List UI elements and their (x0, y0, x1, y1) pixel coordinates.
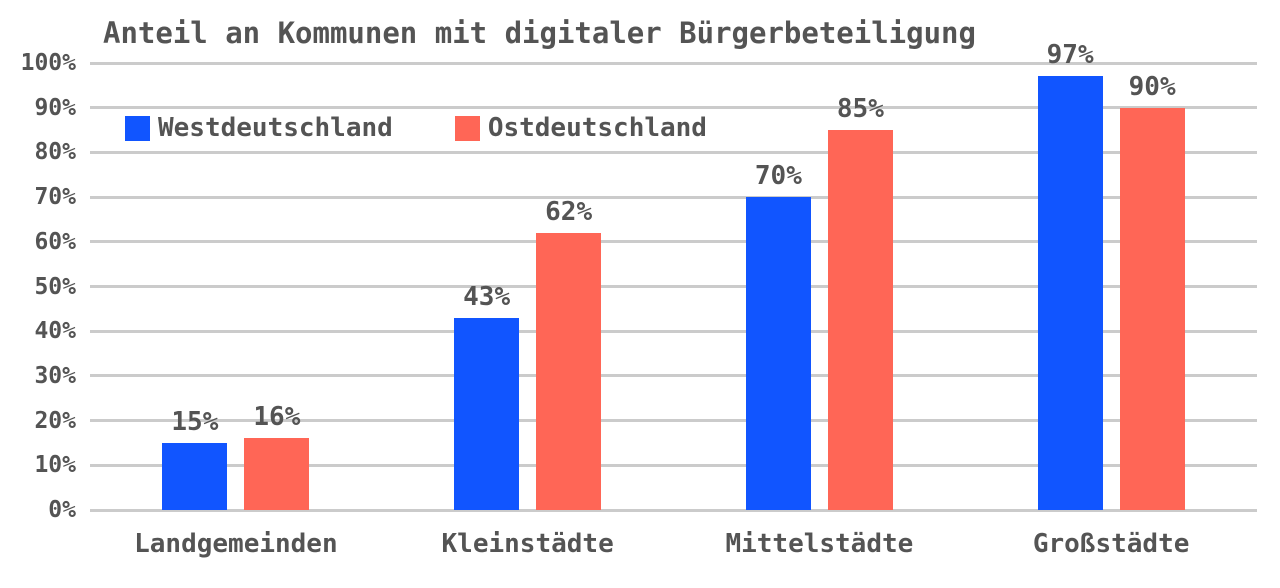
legend: Westdeutschland Ostdeutschland (125, 113, 707, 143)
value-label: 15% (171, 406, 219, 437)
y-tick-label-90: 90% (34, 94, 76, 121)
x-tick-label-kleinstädte: Kleinstädte (441, 529, 614, 559)
x-axis: Landgemeinden Kleinstädte Mittelstädte Groß… (90, 524, 1257, 568)
x-tick-label-großstädte: Großstädte (1032, 529, 1190, 559)
bar-ostdeutschland-mittelstädte: 85% (827, 94, 893, 510)
gridline-10 (90, 463, 1257, 467)
legend-swatch-ostdeutschland (454, 115, 480, 141)
gridline-60 (90, 240, 1257, 244)
bar-westdeutschland-kleinstädte: 43% (454, 282, 520, 510)
y-tick-label-30: 30% (34, 362, 76, 389)
y-tick-label-40: 40% (34, 318, 76, 345)
bar-ostdeutschland-kleinstädte: 62% (536, 197, 602, 510)
gridline-70 (90, 195, 1257, 199)
value-label: 62% (545, 196, 593, 227)
x-tick-label-landgemeinden: Landgemeinden (134, 529, 338, 559)
gridline-50 (90, 285, 1257, 288)
bar-group-landgemeinden: 15% 16% (90, 63, 382, 510)
gridline-20 (90, 419, 1257, 423)
gridline-0 (90, 508, 1257, 512)
value-label: 90% (1128, 71, 1176, 102)
gridline-80 (90, 150, 1257, 154)
value-label: 70% (754, 161, 802, 192)
bar-westdeutschland-mittelstädte: 70% (745, 161, 811, 510)
y-axis: 0% 10% 20% 30% 40% 50% 60% 70% 80% 90% 100% (0, 50, 76, 523)
bar-group-kleinstädte: 43% 62% (382, 63, 674, 510)
bar-westdeutschland-großstädte: 97% (1037, 40, 1103, 510)
chart-title: Anteil an Kommunen mit digitaler Bürgerb… (103, 16, 976, 50)
value-label: 16% (253, 402, 301, 433)
gridline-30 (90, 374, 1257, 378)
plot-area: Westdeutschland Ostdeutschland 15% 16% 43%… (90, 40, 1257, 512)
x-tick-label-mittelstädte: Mittelstädte (725, 529, 914, 559)
y-tick-label-60: 60% (34, 228, 76, 255)
y-tick-label-10: 10% (34, 452, 76, 479)
gridline-90 (90, 106, 1257, 110)
bar-group-großstädte: 97% 90% (965, 40, 1257, 510)
bar-ostdeutschland-landgemeinden: 16% (244, 402, 310, 510)
bar-group-mittelstädte: 70% 85% (674, 63, 966, 510)
y-tick-label-20: 20% (34, 407, 76, 434)
value-label: 97% (1046, 40, 1094, 71)
y-tick-label-80: 80% (34, 139, 76, 166)
y-tick-label-70: 70% (34, 184, 76, 211)
legend-item-westdeutschland: Westdeutschland (125, 113, 393, 143)
value-label: 43% (463, 281, 511, 312)
y-tick-label-50: 50% (34, 273, 76, 300)
bar-ostdeutschland-großstädte: 90% (1119, 72, 1185, 510)
y-tick-label-0: 0% (48, 497, 76, 523)
y-tick-label-100: 100% (20, 50, 76, 76)
legend-swatch-westdeutschland (125, 115, 150, 141)
value-label: 85% (836, 94, 884, 125)
gridline-100 (90, 61, 1257, 65)
legend-label-westdeutschland: Westdeutschland (158, 113, 393, 143)
legend-item-ostdeutschland: Ostdeutschland (454, 113, 707, 143)
legend-label-ostdeutschland: Ostdeutschland (487, 113, 707, 143)
bar-westdeutschland-landgemeinden: 15% (162, 407, 228, 510)
gridline-40 (90, 329, 1257, 333)
